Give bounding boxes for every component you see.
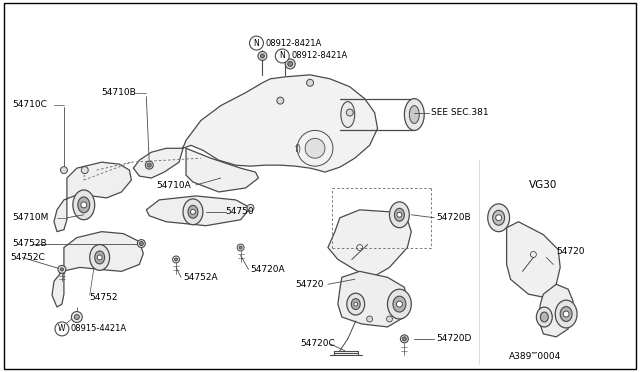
Text: 08915-4421A: 08915-4421A: [71, 324, 127, 333]
Polygon shape: [328, 210, 412, 277]
Text: N: N: [280, 51, 285, 61]
Text: 54750: 54750: [226, 207, 254, 216]
Circle shape: [140, 241, 143, 246]
Circle shape: [173, 256, 180, 263]
Circle shape: [72, 312, 83, 323]
Ellipse shape: [73, 190, 95, 220]
Text: 54710M: 54710M: [12, 213, 49, 222]
Circle shape: [367, 316, 372, 322]
Polygon shape: [181, 75, 378, 172]
Text: 54752: 54752: [90, 293, 118, 302]
Circle shape: [387, 316, 392, 322]
Polygon shape: [538, 284, 573, 337]
Ellipse shape: [394, 208, 404, 221]
Circle shape: [191, 209, 195, 214]
Text: VG30: VG30: [529, 180, 557, 190]
Text: 08912-8421A: 08912-8421A: [266, 39, 322, 48]
Text: 54752A: 54752A: [183, 273, 218, 282]
Ellipse shape: [347, 293, 365, 315]
Circle shape: [60, 268, 63, 271]
Circle shape: [288, 61, 292, 66]
Ellipse shape: [183, 199, 203, 225]
Circle shape: [60, 167, 67, 174]
Text: 54710A: 54710A: [156, 180, 191, 189]
Circle shape: [275, 49, 289, 63]
Text: 54720D: 54720D: [436, 334, 472, 343]
Circle shape: [307, 79, 314, 86]
Text: f): f): [295, 143, 302, 153]
Circle shape: [250, 36, 264, 50]
Text: 54752B: 54752B: [12, 239, 47, 248]
Text: 54720C: 54720C: [300, 339, 335, 348]
Text: 54752C: 54752C: [10, 253, 45, 262]
Circle shape: [260, 54, 264, 58]
Ellipse shape: [488, 204, 509, 232]
Polygon shape: [147, 196, 250, 226]
Circle shape: [403, 337, 406, 341]
Circle shape: [277, 97, 284, 104]
Ellipse shape: [540, 312, 548, 322]
Polygon shape: [507, 222, 560, 297]
Text: 08912-8421A: 08912-8421A: [291, 51, 348, 61]
Ellipse shape: [536, 307, 552, 327]
Circle shape: [285, 59, 295, 69]
Circle shape: [175, 258, 177, 261]
Ellipse shape: [341, 102, 355, 128]
Ellipse shape: [387, 289, 412, 319]
Circle shape: [247, 204, 254, 211]
Circle shape: [239, 246, 242, 249]
Ellipse shape: [493, 210, 504, 225]
Polygon shape: [133, 148, 183, 178]
Polygon shape: [52, 232, 143, 307]
Circle shape: [145, 161, 153, 169]
Circle shape: [397, 212, 402, 217]
Ellipse shape: [90, 244, 109, 270]
Text: 54710B: 54710B: [102, 88, 136, 97]
Ellipse shape: [410, 106, 419, 124]
Circle shape: [258, 51, 267, 60]
Text: 54720: 54720: [295, 280, 324, 289]
Ellipse shape: [351, 299, 360, 310]
Text: 54720B: 54720B: [436, 213, 471, 222]
Ellipse shape: [78, 197, 90, 213]
Ellipse shape: [393, 296, 406, 312]
Polygon shape: [338, 271, 407, 327]
Circle shape: [81, 202, 87, 208]
Ellipse shape: [560, 307, 572, 321]
Text: W: W: [58, 324, 66, 333]
Circle shape: [55, 322, 69, 336]
Circle shape: [563, 311, 569, 317]
Text: SEE SEC.381: SEE SEC.381: [431, 108, 489, 117]
Circle shape: [401, 335, 408, 343]
Circle shape: [58, 265, 66, 273]
Text: N: N: [253, 39, 259, 48]
Ellipse shape: [95, 251, 104, 264]
Circle shape: [396, 301, 403, 307]
Ellipse shape: [188, 205, 198, 218]
Text: 54720A: 54720A: [250, 265, 285, 274]
Circle shape: [346, 109, 353, 116]
Circle shape: [237, 244, 244, 251]
Ellipse shape: [390, 202, 410, 228]
Polygon shape: [54, 162, 131, 232]
Ellipse shape: [556, 300, 577, 328]
Circle shape: [81, 167, 88, 174]
Text: A389⁗0004: A389⁗0004: [509, 352, 561, 361]
Circle shape: [74, 315, 79, 320]
Circle shape: [138, 240, 145, 247]
Circle shape: [305, 138, 325, 158]
Ellipse shape: [404, 99, 424, 131]
Circle shape: [97, 255, 102, 260]
Text: 54720: 54720: [556, 247, 585, 256]
Circle shape: [147, 163, 151, 167]
Circle shape: [495, 215, 502, 221]
Polygon shape: [186, 148, 259, 192]
Circle shape: [354, 302, 358, 306]
Text: 54710C: 54710C: [12, 100, 47, 109]
